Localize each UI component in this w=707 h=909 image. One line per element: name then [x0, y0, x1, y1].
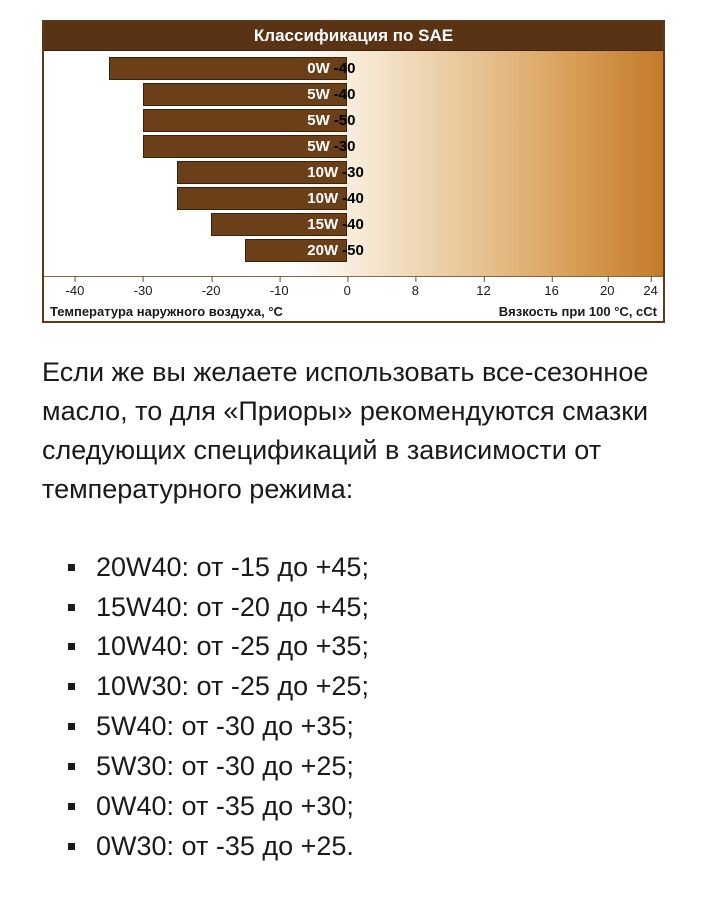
chart-area: 0W -405W -405W -505W -3010W -3010W -4015…	[44, 51, 663, 276]
intro-paragraph: Если же вы желаете использовать все-сезо…	[42, 353, 665, 510]
bar-row: 10W -40	[44, 187, 663, 210]
axis-tick: -10	[270, 277, 289, 298]
bar-label-w: 10W	[307, 164, 338, 181]
axis-tick: 12	[476, 277, 490, 298]
chart-bars: 0W -405W -405W -505W -3010W -3010W -4015…	[44, 57, 663, 262]
bar-label: 10W -30	[307, 161, 364, 184]
bar-label-w: 20W	[307, 242, 338, 259]
spec-item: 0W30: от -35 до +25.	[96, 827, 665, 867]
spec-list: 20W40: от -15 до +45;15W40: от -20 до +4…	[42, 548, 665, 868]
spec-item: 5W40: от -30 до +35;	[96, 707, 665, 747]
axis-left-label: Температура наружного воздуха, °C	[50, 304, 283, 319]
axis-tick-label: 0	[344, 283, 351, 298]
spec-item: 20W40: от -15 до +45;	[96, 548, 665, 588]
bar-label: 15W -40	[307, 213, 364, 236]
bar-label-w: 15W	[307, 216, 338, 233]
bar-label-v: -50	[334, 112, 356, 129]
bar-label-w: 5W	[307, 138, 330, 155]
bar-label: 5W -50	[307, 109, 355, 132]
bar-label: 20W -50	[307, 239, 364, 262]
chart-axis: Температура наружного воздуха, °C Вязкос…	[44, 276, 663, 321]
bar-label-v: -30	[334, 138, 356, 155]
spec-item: 0W40: от -35 до +30;	[96, 787, 665, 827]
axis-tick: 0	[344, 277, 351, 298]
bar-label-v: -40	[334, 86, 356, 103]
axis-tick: 24	[643, 277, 657, 298]
sae-chart: Классификация по SAE 0W -405W -405W -505…	[42, 20, 665, 323]
bar-label-v: -30	[342, 164, 364, 181]
axis-tick-label: -10	[270, 283, 289, 298]
bar-label: 5W -40	[307, 83, 355, 106]
bar-row: 5W -30	[44, 135, 663, 158]
bar-label-v: -40	[342, 216, 364, 233]
axis-tick: -20	[202, 277, 221, 298]
axis-tick: 8	[412, 277, 419, 298]
axis-tick: 20	[600, 277, 614, 298]
axis-tick: -40	[66, 277, 85, 298]
bar-row: 15W -40	[44, 213, 663, 236]
axis-right-label: Вязкость при 100 °C, cCt	[499, 304, 657, 319]
spec-item: 10W40: от -25 до +35;	[96, 627, 665, 667]
bar-label-v: -50	[342, 242, 364, 259]
bar-label-v: -40	[342, 190, 364, 207]
bar-label-w: 10W	[307, 190, 338, 207]
axis-tick-label: -30	[134, 283, 153, 298]
axis-tick-label: 16	[544, 283, 558, 298]
bar-label: 5W -30	[307, 135, 355, 158]
bar-label-w: 5W	[307, 112, 330, 129]
spec-item: 5W30: от -30 до +25;	[96, 747, 665, 787]
bar-label: 10W -40	[307, 187, 364, 210]
bar-row: 0W -40	[44, 57, 663, 80]
bar-row: 10W -30	[44, 161, 663, 184]
bar-label-w: 0W	[307, 60, 330, 77]
bar-label-v: -40	[334, 60, 356, 77]
axis-tick-label: -40	[66, 283, 85, 298]
axis-tick-label: 20	[600, 283, 614, 298]
bar-row: 5W -50	[44, 109, 663, 132]
bar-label-w: 5W	[307, 86, 330, 103]
axis-label-row: Температура наружного воздуха, °C Вязкос…	[50, 304, 657, 319]
axis-tick: 16	[544, 277, 558, 298]
axis-tick: -30	[134, 277, 153, 298]
chart-title: Классификация по SAE	[44, 22, 663, 51]
spec-item: 10W30: от -25 до +25;	[96, 667, 665, 707]
bar-row: 20W -50	[44, 239, 663, 262]
axis-tick-label: 8	[412, 283, 419, 298]
bar-label: 0W -40	[307, 57, 355, 80]
axis-tick-label: 24	[643, 283, 657, 298]
spec-item: 15W40: от -20 до +45;	[96, 588, 665, 628]
axis-tick-label: -20	[202, 283, 221, 298]
bar-row: 5W -40	[44, 83, 663, 106]
axis-tick-label: 12	[476, 283, 490, 298]
